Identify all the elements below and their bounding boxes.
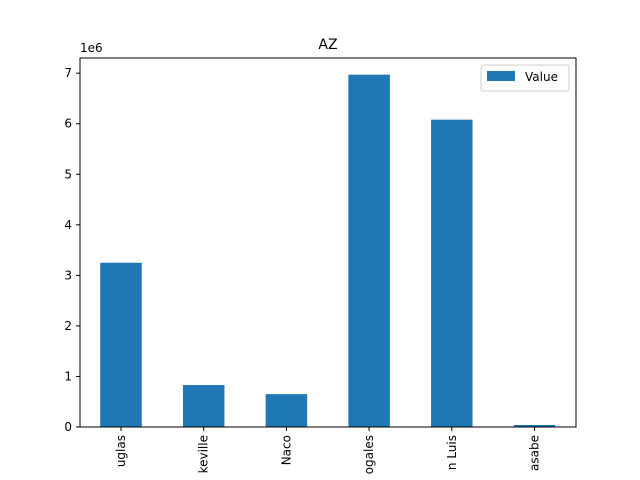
legend-swatch (487, 71, 515, 81)
x-tick-label: uglas (114, 435, 128, 467)
y-axis: 0 1 2 3 4 5 6 7 (64, 66, 80, 434)
bar-nogales (348, 74, 390, 428)
bar-lukeville (182, 385, 225, 427)
y-tick-label: 0 (64, 420, 72, 434)
chart-title: AZ (318, 37, 337, 53)
x-axis: uglas keville Naco ogales n Luis asabe (114, 427, 542, 474)
bar-douglas (100, 262, 142, 427)
y-tick-label: 3 (64, 268, 72, 282)
bar-sasabe (513, 424, 556, 427)
legend: Value (480, 64, 570, 92)
y-tick-label: 2 (64, 319, 72, 333)
y-tick-label: 6 (64, 117, 72, 131)
x-tick-label: Naco (279, 435, 293, 465)
plot-frame (79, 57, 577, 428)
y-tick-label: 1 (64, 369, 72, 383)
y-tick-label: 4 (64, 218, 72, 232)
x-tick-label: asabe (528, 435, 542, 471)
y-scale-label: 1e6 (80, 41, 103, 55)
legend-label: Value (525, 70, 558, 84)
bar-san-luis (431, 119, 473, 428)
x-tick-label: n Luis (445, 435, 459, 470)
bars (100, 74, 556, 428)
x-tick-label: keville (197, 435, 211, 473)
x-tick-label: ogales (362, 435, 376, 474)
bar-naco (265, 394, 308, 427)
y-tick-label: 7 (64, 66, 72, 80)
y-tick-label: 5 (64, 167, 72, 181)
